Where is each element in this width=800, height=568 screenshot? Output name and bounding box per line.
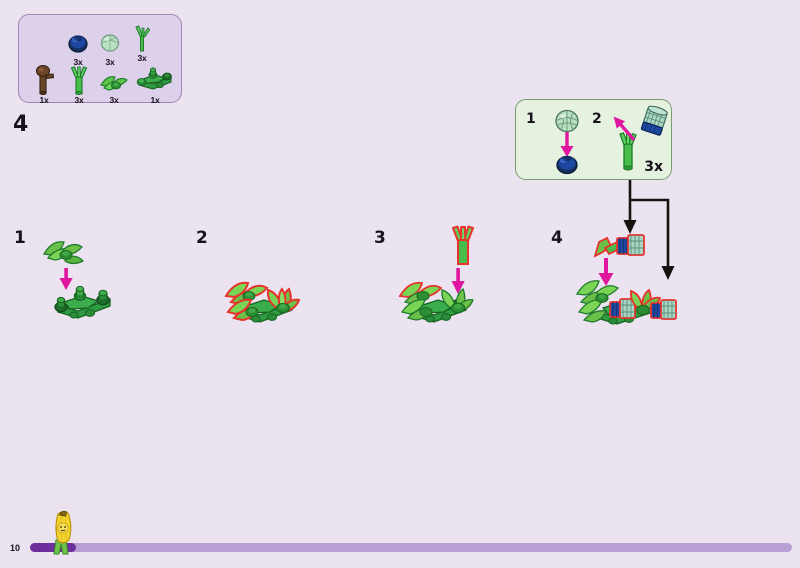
part-qty: 1x (39, 95, 49, 105)
parts-inventory-box: 3x 3x (18, 14, 182, 105)
sub-step-1-label: 1 (526, 111, 536, 127)
plant-stem-green-icon (63, 63, 95, 96)
round-stud-dark-blue-icon (63, 26, 93, 56)
round-dome-light-green-icon (95, 26, 125, 56)
page-step-number: 4 (13, 112, 28, 137)
sub-assembly-callout: 1 2 3x (515, 99, 672, 180)
part-tree-trunk-brown: 1x (27, 63, 61, 105)
sub-step-1-graphic (544, 106, 592, 175)
build-step-3-number: 3 (374, 228, 386, 248)
build-step-4-number: 4 (551, 228, 563, 248)
small-plant-sprig-green-icon (127, 21, 157, 55)
part-qty: 3x (74, 95, 84, 105)
part-round-dome-light-green: 3x (95, 26, 125, 67)
part-small-plant-sprig-green: 3x (127, 21, 157, 63)
part-plant-stem-green: 3x (63, 63, 95, 105)
build-step-2-number: 2 (196, 228, 208, 248)
part-qty: 3x (137, 53, 147, 63)
sub-step-2-graphic (610, 105, 672, 176)
green-base-assembly-icon (131, 63, 179, 95)
part-qty: 1x (150, 95, 160, 105)
part-round-stud-dark-blue: 3x (63, 26, 93, 67)
part-qty: 3x (109, 95, 119, 105)
progress-page-number: 10 (10, 543, 21, 553)
build-step-3-graphic (396, 224, 506, 334)
part-leaf-piece-green: 3x (97, 69, 131, 105)
part-green-base-assembly: 1x (131, 63, 179, 105)
sub-assembly-multiplier: 3x (644, 159, 663, 175)
progress-bar-track[interactable] (30, 543, 792, 552)
leaf-piece-green-icon (97, 69, 131, 95)
banana-minifigure-icon (42, 508, 84, 556)
tree-trunk-brown-icon (27, 63, 61, 96)
build-step-4-graphic (575, 228, 710, 340)
build-step-1-graphic (40, 232, 130, 337)
part-qty: 3x (73, 57, 83, 67)
part-qty: 3x (105, 57, 115, 67)
progress-bar-fill (30, 543, 76, 552)
build-step-1-number: 1 (14, 228, 26, 248)
sub-step-2-label: 2 (592, 111, 602, 127)
build-step-2-graphic (222, 272, 322, 334)
callout-arrows (600, 180, 700, 290)
